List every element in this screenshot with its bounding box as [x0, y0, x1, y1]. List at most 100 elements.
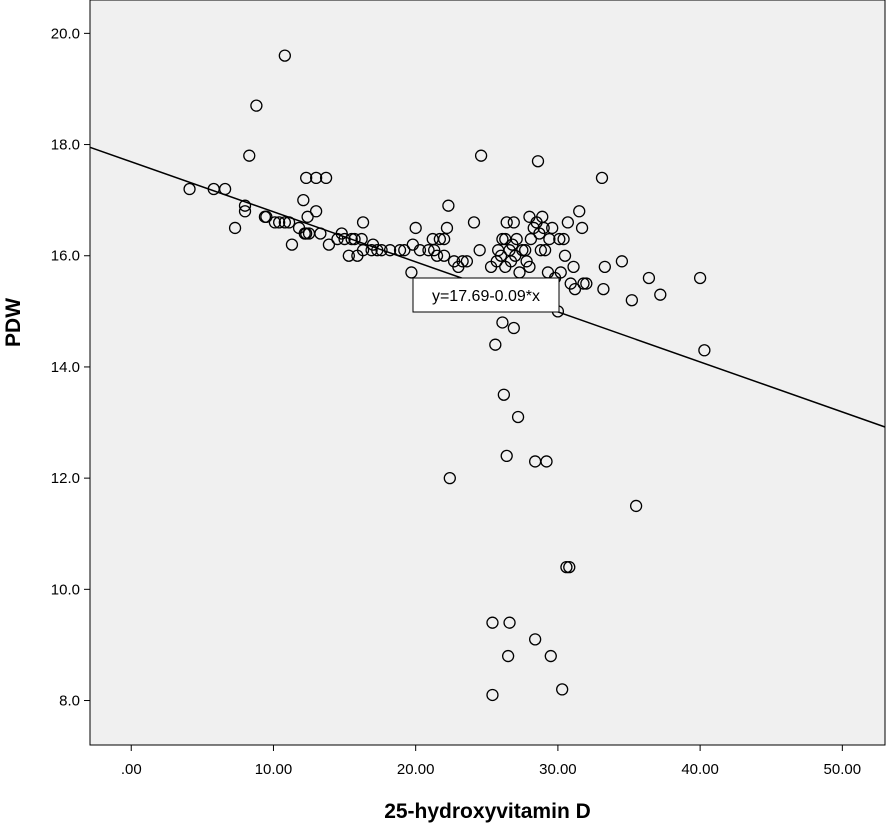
data-point	[428, 244, 441, 257]
data-point	[356, 216, 370, 229]
data-point	[375, 244, 388, 257]
data-point	[597, 282, 610, 296]
data-point	[561, 216, 575, 229]
data-point	[560, 560, 573, 574]
data-point	[486, 688, 499, 702]
data-point	[356, 244, 370, 257]
data-point	[301, 210, 314, 223]
data-point	[278, 216, 291, 229]
data-point	[511, 410, 525, 424]
data-point	[437, 249, 451, 262]
data-point	[297, 193, 310, 207]
data-point	[322, 238, 336, 251]
data-point	[430, 249, 444, 262]
data-point	[615, 255, 629, 268]
data-point	[413, 244, 427, 257]
data-point	[342, 249, 355, 262]
data-point	[573, 205, 586, 218]
x-tick-label: 20.00	[397, 761, 435, 778]
data-point	[598, 260, 611, 274]
data-point	[537, 221, 550, 235]
data-point	[575, 221, 589, 235]
data-point	[501, 649, 515, 663]
data-point	[433, 232, 447, 246]
y-tick-label: 14.0	[51, 359, 80, 376]
data-point	[260, 210, 273, 223]
data-point	[540, 455, 553, 468]
data-point	[523, 260, 536, 274]
x-axis: .00 10.00 20.00 30.00 40.00 50.00	[121, 745, 861, 778]
data-point	[494, 249, 508, 262]
data-point	[534, 244, 547, 257]
data-point	[556, 683, 569, 696]
data-point	[467, 216, 481, 229]
data-point	[528, 633, 542, 646]
data-point	[520, 255, 533, 268]
y-tick-label: 12.0	[51, 470, 80, 487]
data-point	[507, 321, 520, 335]
data-point	[422, 244, 435, 257]
data-point	[285, 238, 299, 251]
data-point	[243, 149, 256, 162]
data-point	[553, 232, 566, 246]
data-point	[595, 171, 609, 185]
data-point	[183, 182, 196, 196]
y-axis-title: PDW	[2, 298, 25, 347]
data-point	[500, 449, 513, 463]
data-point	[516, 244, 529, 257]
data-point	[558, 249, 572, 262]
data-point	[503, 616, 516, 629]
equation-text: y=17.69-0.09*x	[432, 288, 540, 305]
data-point	[365, 244, 378, 257]
data-point	[642, 271, 656, 285]
y-tick-label: 16.0	[51, 248, 80, 265]
data-point	[473, 244, 486, 257]
data-point	[345, 232, 358, 246]
data-point	[629, 499, 643, 513]
data-point	[250, 99, 263, 112]
data-point	[693, 271, 707, 285]
data-point	[300, 227, 313, 240]
y-tick-label: 20.0	[51, 25, 80, 42]
y-tick-label: 8.0	[59, 693, 80, 710]
data-point	[580, 277, 593, 290]
data-point	[546, 221, 559, 235]
x-tick-label: 30.00	[539, 761, 577, 778]
data-point	[654, 288, 667, 301]
data-point	[524, 232, 538, 246]
data-point	[443, 471, 456, 485]
data-point	[309, 205, 323, 218]
data-point	[496, 316, 509, 329]
x-tick-label: 10.00	[255, 761, 293, 778]
data-point	[238, 199, 252, 212]
y-tick-label: 10.0	[51, 581, 80, 598]
y-tick-label: 18.0	[51, 137, 80, 154]
data-point	[456, 255, 469, 268]
x-tick-label: 40.00	[681, 761, 719, 778]
data-point	[698, 344, 711, 357]
y-axis: 8.0 10.0 12.0 14.0 16.0 18.0 20.0	[51, 25, 90, 710]
data-point	[557, 232, 570, 246]
data-point	[577, 277, 590, 290]
data-point	[268, 216, 282, 229]
data-point	[510, 232, 523, 246]
x-tick-label: 50.00	[824, 761, 862, 778]
data-point	[568, 282, 582, 296]
equation-label: y=17.69-0.09*x	[412, 277, 560, 313]
x-tick-label: .00	[121, 761, 142, 778]
data-point	[531, 155, 545, 168]
data-point	[398, 244, 411, 257]
data-point	[544, 649, 557, 663]
data-point	[309, 171, 323, 185]
data-point	[543, 232, 556, 246]
data-point	[538, 244, 552, 257]
data-point	[442, 199, 455, 212]
data-point	[486, 616, 499, 629]
data-points	[183, 49, 711, 702]
data-point	[460, 255, 474, 268]
data-point	[563, 560, 576, 574]
data-point	[496, 232, 509, 246]
data-point	[300, 171, 313, 185]
data-point	[228, 221, 242, 235]
